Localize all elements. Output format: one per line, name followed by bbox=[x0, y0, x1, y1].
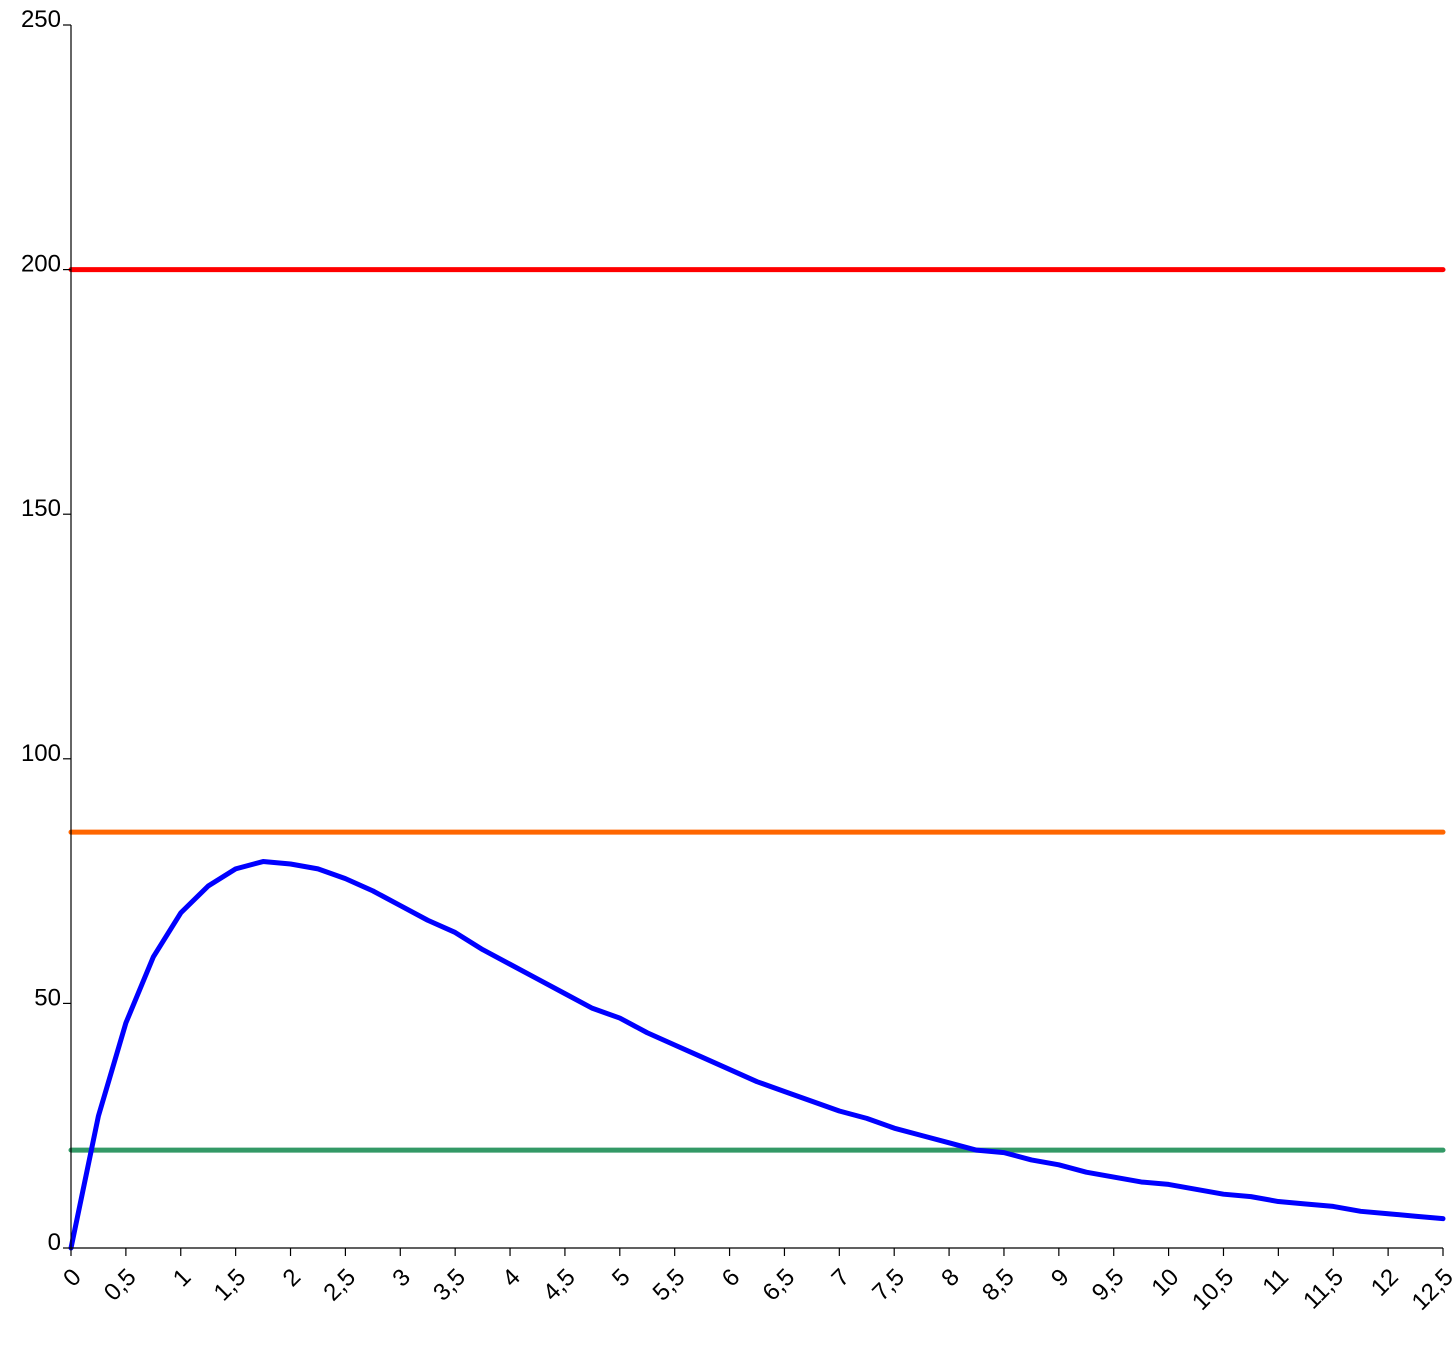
x-tick-label-16: 8 bbox=[936, 1264, 965, 1293]
x-tick-label-0: 0 bbox=[58, 1264, 87, 1293]
x-tick-label-11: 5,5 bbox=[648, 1264, 691, 1307]
y-tick-label-4: 200 bbox=[21, 251, 61, 278]
x-tick-label-14: 7 bbox=[827, 1264, 856, 1293]
y-tick-label-0: 0 bbox=[48, 1229, 61, 1256]
y-tick-label-2: 100 bbox=[21, 740, 61, 767]
x-tick-label-10: 5 bbox=[607, 1264, 636, 1293]
x-tick-label-4: 2 bbox=[278, 1264, 307, 1293]
y-tick-label-1: 50 bbox=[34, 984, 61, 1011]
x-tick-label-13: 6,5 bbox=[757, 1264, 800, 1307]
x-tick-label-6: 3 bbox=[387, 1264, 416, 1293]
x-tick-label-1: 0,5 bbox=[99, 1264, 142, 1307]
x-tick-label-18: 9 bbox=[1046, 1264, 1075, 1293]
x-tick-label-8: 4 bbox=[497, 1264, 526, 1293]
x-tick-label-19: 9,5 bbox=[1087, 1264, 1130, 1307]
x-tick-label-3: 1,5 bbox=[209, 1264, 252, 1307]
x-tick-label-2: 1 bbox=[168, 1264, 197, 1293]
x-tick-label-24: 12 bbox=[1366, 1264, 1404, 1302]
x-tick-label-22: 11 bbox=[1257, 1264, 1294, 1301]
x-tick-label-21: 10,5 bbox=[1187, 1264, 1239, 1316]
x-axis-ticks: 0 0,5 1 1,5 2 2,5 3 3,5 4 4,5 5 5,5 6 6,5 7 7,5 8 8,5 9 9,5… bbox=[58, 1248, 1456, 1316]
series-layer bbox=[68, 267, 1446, 1251]
x-tick-label-25: 12,5 bbox=[1407, 1264, 1456, 1316]
x-tick-label-23: 11,5 bbox=[1298, 1264, 1349, 1315]
y-tick-label-3: 150 bbox=[21, 495, 61, 522]
x-tick-label-20: 10 bbox=[1146, 1264, 1184, 1302]
x-tick-label-9: 4,5 bbox=[538, 1264, 581, 1307]
series-line-3 bbox=[68, 859, 1446, 1251]
x-tick-label-15: 7,5 bbox=[867, 1264, 910, 1307]
x-tick-label-12: 6 bbox=[717, 1264, 746, 1293]
y-axis-ticks: 0 50 100 150 200 250 bbox=[21, 6, 71, 1256]
x-tick-label-5: 2,5 bbox=[318, 1264, 361, 1307]
x-tick-label-17: 8,5 bbox=[977, 1264, 1020, 1307]
x-tick-label-7: 3,5 bbox=[428, 1264, 471, 1307]
y-tick-label-5: 250 bbox=[21, 6, 61, 33]
